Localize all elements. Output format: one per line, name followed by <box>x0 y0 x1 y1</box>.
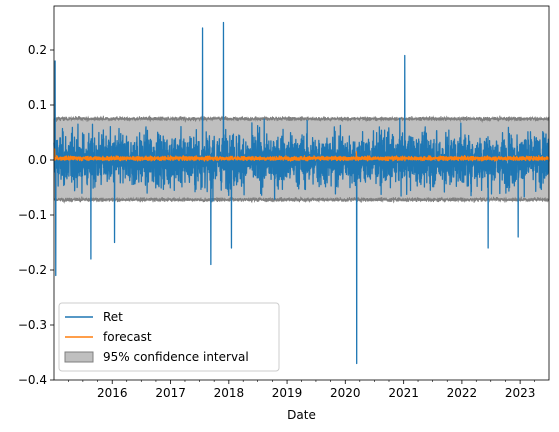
y-tick-label: 0.2 <box>28 43 47 57</box>
y-tick-label: −0.4 <box>18 373 47 387</box>
ret-series-layer <box>53 21 550 365</box>
y-tick-label: 0.0 <box>28 153 47 167</box>
legend-label: 95% confidence interval <box>103 350 249 364</box>
x-tick-label: 2022 <box>447 386 478 400</box>
x-tick-label: 2021 <box>388 386 419 400</box>
x-axis-title: Date <box>287 408 316 422</box>
y-tick-label: 0.1 <box>28 98 47 112</box>
forecast-line <box>53 148 550 162</box>
ret-line <box>53 21 550 365</box>
y-axis: −0.4 −0.3 −0.2 −0.1 0.0 0.1 0.2 <box>18 43 54 387</box>
y-tick-label: −0.2 <box>18 263 47 277</box>
x-tick-label: 2017 <box>155 386 186 400</box>
x-tick-label: 2018 <box>214 386 245 400</box>
y-tick-label: −0.1 <box>18 208 47 222</box>
y-tick-label: −0.3 <box>18 318 47 332</box>
x-tick-label: 2020 <box>330 386 361 400</box>
legend-label: forecast <box>103 330 152 344</box>
x-tick-label: 2023 <box>505 386 536 400</box>
x-tick-label: 2016 <box>97 386 128 400</box>
forecast-series-layer <box>53 148 550 162</box>
x-tick-label: 2019 <box>272 386 303 400</box>
legend-label: Ret <box>103 310 123 324</box>
legend-swatch-band <box>64 351 94 363</box>
legend: Ret forecast 95% confidence interval <box>58 302 280 372</box>
x-axis: 2016 2017 2018 2019 2020 2021 2022 2023 <box>68 380 535 400</box>
legend-box <box>58 302 280 372</box>
